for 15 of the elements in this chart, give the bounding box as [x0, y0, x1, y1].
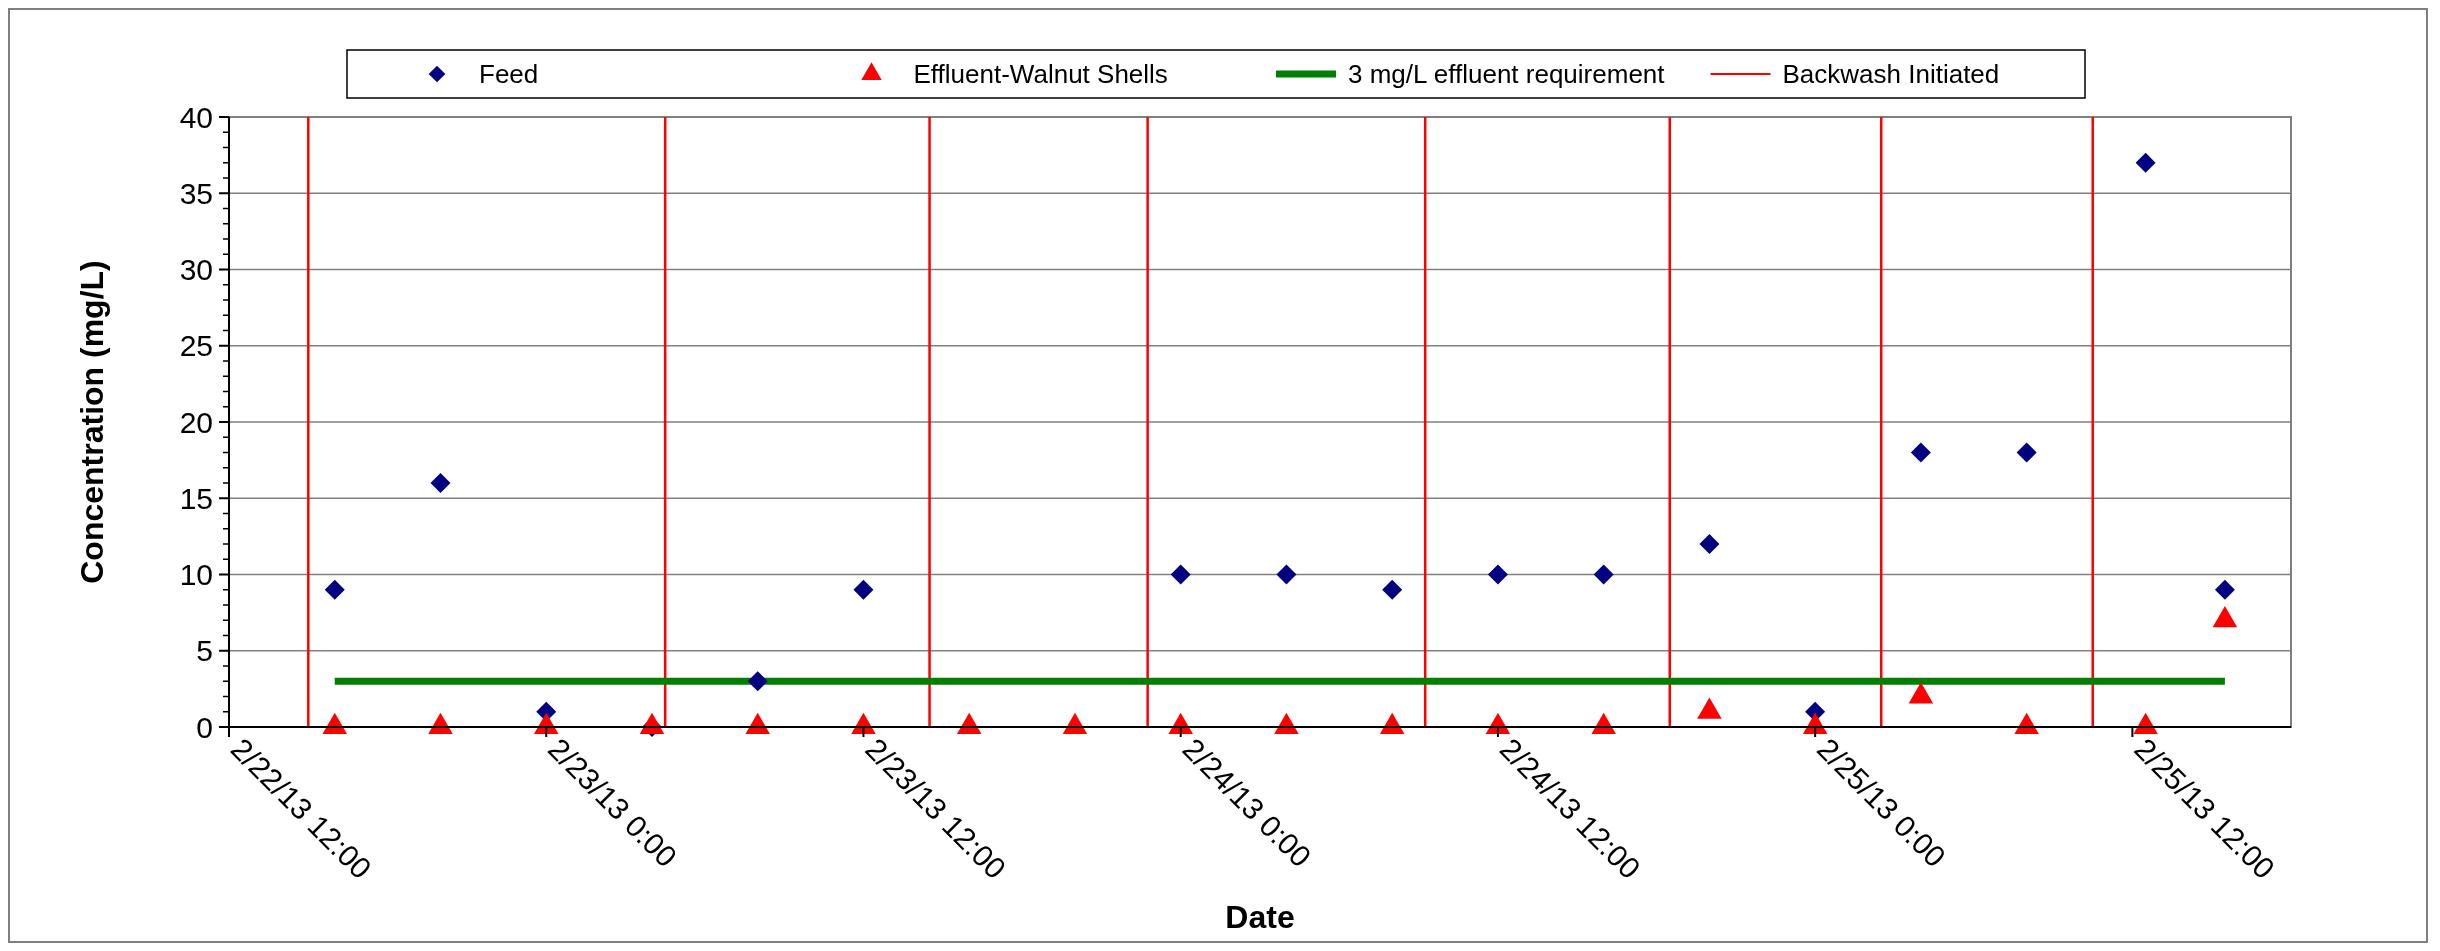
- y-tick-label: 20: [179, 405, 213, 439]
- y-tick-label: 30: [179, 253, 213, 286]
- y-tick-label: 40: [179, 100, 213, 134]
- y-tick-label: 5: [196, 634, 213, 668]
- y-tick-label: 35: [179, 176, 213, 210]
- y-tick-label: 15: [179, 481, 213, 515]
- legend-label: 3 mg/L effluent requirement: [1348, 59, 1666, 90]
- legend-label: Feed: [479, 59, 539, 90]
- y-tick-label: 25: [179, 329, 213, 363]
- x-axis-title: Date: [1225, 899, 1295, 935]
- y-tick-label: 0: [196, 710, 213, 744]
- y-axis-title: Concentration (mg/L): [74, 260, 110, 584]
- y-tick-label: 10: [179, 558, 213, 591]
- legend-label: Backwash Initiated: [1782, 59, 2000, 90]
- legend-label: Effluent-Walnut Shells: [913, 59, 1168, 90]
